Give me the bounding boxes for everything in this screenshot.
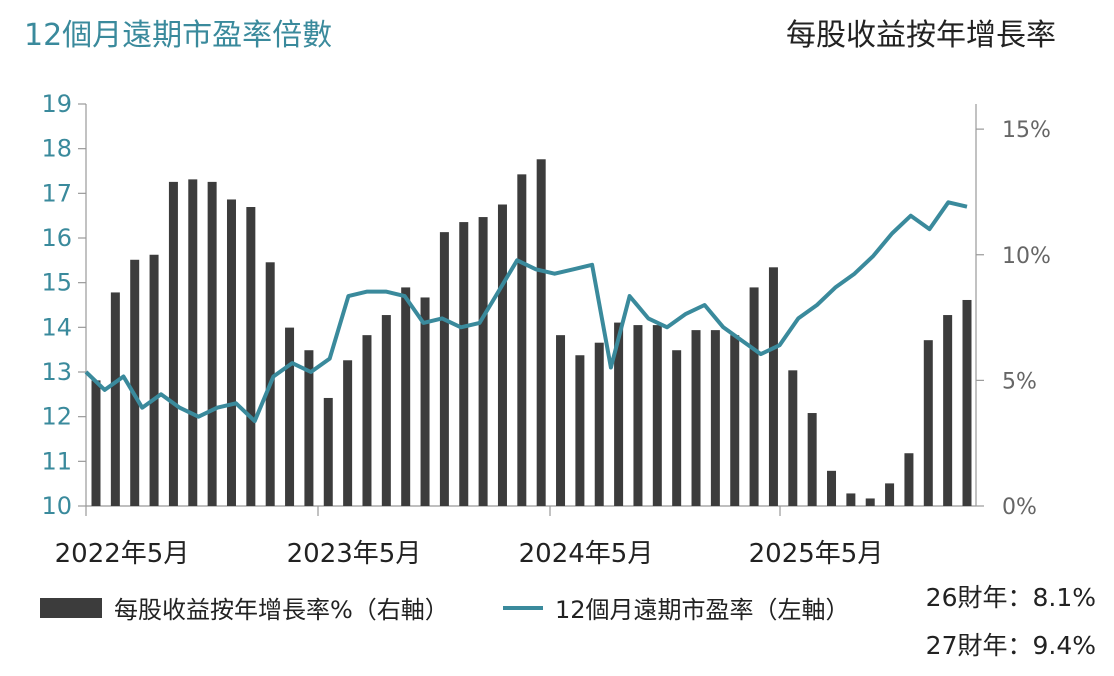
right-tick-label: 5%: [1002, 369, 1037, 394]
eps-growth-bar: [788, 370, 798, 506]
eps-growth-bar: [246, 207, 256, 506]
eps-growth-bar: [401, 287, 411, 506]
eps-growth-bar: [943, 315, 953, 506]
eps-growth-bar: [691, 330, 701, 506]
eps-growth-bar: [304, 350, 314, 506]
eps-growth-bar: [536, 159, 546, 506]
eps-growth-bar: [865, 498, 875, 506]
eps-growth-bar: [420, 297, 430, 506]
eps-growth-bar: [923, 340, 933, 506]
legend-bar-label: 每股收益按年增長率%（右軸）: [114, 596, 449, 624]
left-tick-label: 14: [41, 313, 72, 341]
legend-line-swatch: [503, 605, 543, 610]
right-axis-title: 每股收益按年增長率: [786, 18, 1056, 53]
eps-growth-bar: [633, 325, 643, 506]
left-tick-label: 17: [41, 179, 72, 207]
eps-growth-bar: [381, 315, 391, 506]
eps-growth-bar: [362, 335, 372, 506]
eps-growth-bar: [91, 380, 101, 506]
eps-growth-bar: [652, 325, 662, 506]
eps-growth-bar: [807, 413, 817, 506]
left-tick-label: 16: [41, 224, 72, 252]
eps-growth-bar: [749, 287, 759, 506]
pe-ratio-line: [84, 200, 968, 424]
eps-growth-bar: [497, 204, 507, 506]
right-tick-label: 0%: [1002, 495, 1037, 520]
x-tick-label: 2024年5月: [519, 539, 654, 569]
eps-growth-bar: [594, 342, 604, 506]
legend-bar-swatch: [40, 597, 102, 618]
eps-growth-bar: [226, 199, 236, 506]
note-fy27: 27財年：9.4%: [925, 631, 1096, 660]
eps-growth-bar: [710, 330, 720, 506]
left-tick-label: 19: [41, 90, 72, 118]
x-tick-label: 2023年5月: [287, 539, 422, 569]
eps-growth-bar: [556, 335, 566, 506]
eps-growth-bar: [168, 181, 178, 506]
x-tick-label: 2022年5月: [55, 539, 190, 569]
eps-growth-bar: [110, 292, 120, 506]
eps-growth-bar: [904, 453, 914, 506]
legend-line-label: 12個月遠期市盈率（左軸）: [555, 596, 850, 624]
eps-growth-bar: [149, 254, 159, 506]
eps-growth-bar: [614, 322, 624, 506]
eps-growth-bar: [130, 259, 140, 506]
eps-growth-bar: [207, 181, 217, 506]
eps-growth-bar: [478, 217, 488, 506]
left-tick-label: 12: [41, 403, 72, 431]
left-tick-label: 11: [41, 447, 72, 475]
left-tick-label: 10: [41, 492, 72, 520]
eps-growth-bar: [343, 360, 353, 506]
note-fy26: 26財年：8.1%: [925, 583, 1096, 612]
eps-growth-bar: [846, 493, 856, 506]
eps-growth-bar: [285, 327, 295, 506]
eps-growth-bar: [188, 179, 198, 506]
eps-growth-bar: [672, 350, 682, 506]
left-tick-label: 13: [41, 358, 72, 386]
left-tick-label: 15: [41, 269, 72, 297]
eps-growth-bar: [323, 397, 333, 506]
eps-growth-bar: [827, 470, 837, 506]
left-tick-label: 18: [41, 135, 72, 163]
legend-bar: 每股收益按年增長率%（右軸）: [40, 590, 449, 625]
eps-growth-bar: [439, 232, 449, 506]
right-tick-label: 15%: [1002, 118, 1051, 143]
eps-growth-bar: [730, 335, 740, 506]
eps-growth-bar: [962, 299, 972, 506]
eps-growth-bar: [885, 483, 895, 506]
x-tick-label: 2025年5月: [749, 539, 884, 569]
eps-growth-bar: [517, 174, 527, 506]
eps-growth-bar: [459, 222, 469, 506]
eps-growth-bar: [575, 355, 585, 506]
right-tick-label: 10%: [1002, 244, 1051, 269]
left-axis-title: 12個月遠期市盈率倍數: [24, 18, 333, 53]
legend-line: 12個月遠期市盈率（左軸）: [503, 590, 850, 625]
eps-growth-bar: [768, 267, 778, 506]
